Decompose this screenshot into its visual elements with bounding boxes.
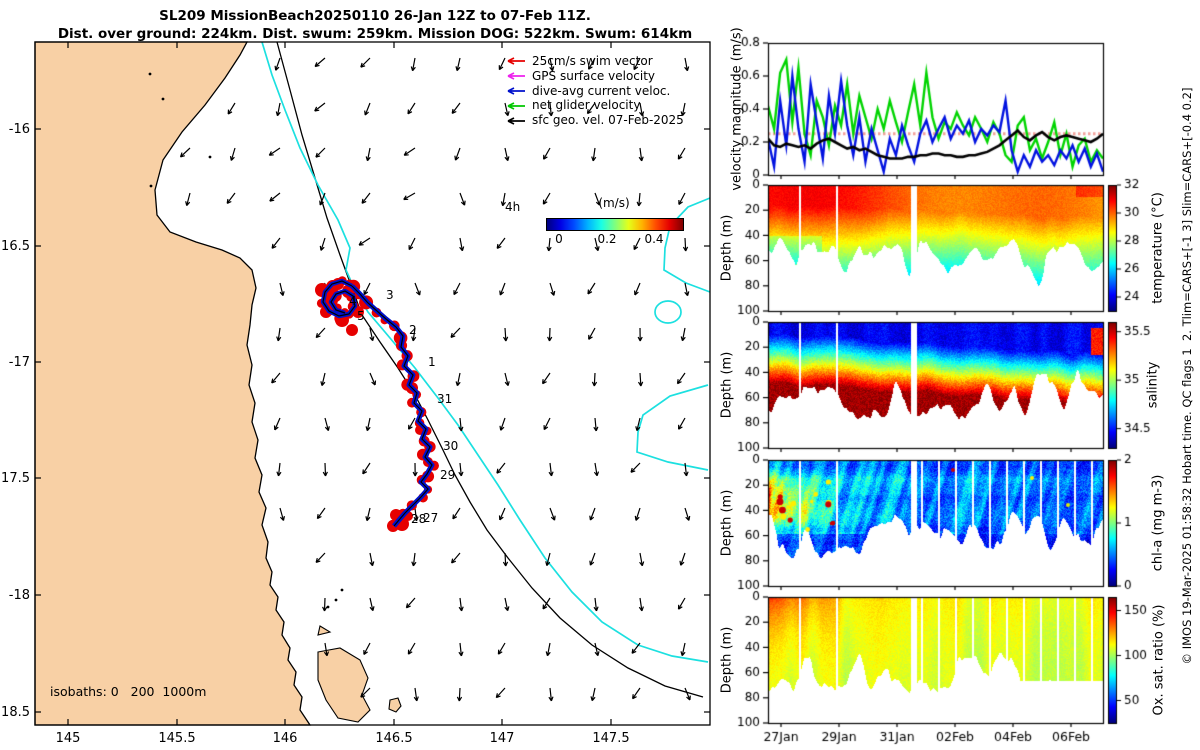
legend-colorbar [546,217,684,231]
legend-item: GPS surface velocity [503,69,703,84]
legend-item-label: dive-avg current veloc. [532,83,671,98]
cbar-label-temperature: temperature (°C) [1150,192,1166,304]
legend-arrow-icon [507,72,525,80]
legend-item-label: net glider velocity [532,98,641,113]
legend-item: dive-avg current veloc. [503,84,703,99]
copyright-note: © IMOS 19-Mar-2025 01:58:32 Hobart time.… [1180,87,1194,665]
legend-item: 25cm/s swim vector [503,54,703,69]
legend-cbar-tick: 0 [555,231,563,246]
legend-item-label: 25cm/s swim vector [532,54,653,68]
legend-item: sfc geo. vel. 07-Feb-2025 [503,113,703,128]
legend-arrow-icon [507,57,525,66]
legend-duration-label: 4h [505,199,521,214]
cbar-label-salinity: salinity [1145,361,1161,409]
ylabel-depth-chla: Depth (m) [719,489,735,557]
legend-item-label: GPS surface velocity [532,68,656,83]
isobaths-caption: isobaths: 0 200 1000m [50,684,207,699]
cbar-label-chla: chl-a (mg m-3) [1150,474,1166,572]
legend-scale: 4h (m/s) 0 0.2 0.4 [503,128,703,248]
legend-units-label: (m/s) [598,195,630,210]
ylabel-depth-oxsat: Depth (m) [719,626,735,694]
ylabel-velocity: velocity magnitude (m/s) [729,27,745,191]
map-legend: 25cm/s swim vector GPS surface velocity … [503,54,703,248]
legend-cbar-tick: 0.4 [644,231,664,246]
legend-arrow-icon [507,87,525,95]
legend-item: net glider velocity [503,98,703,113]
cbar-label-oxsat: Ox. sat. ratio (%) [1151,604,1167,716]
legend-item-label: sfc geo. vel. 07-Feb-2025 [532,113,684,128]
legend-arrow-icon [507,116,525,125]
ylabel-depth-temperature: Depth (m) [719,214,735,282]
ylabel-depth-salinity: Depth (m) [719,351,735,419]
legend-arrow-icon [507,102,525,110]
legend-cbar-tick: 0.2 [597,231,617,246]
